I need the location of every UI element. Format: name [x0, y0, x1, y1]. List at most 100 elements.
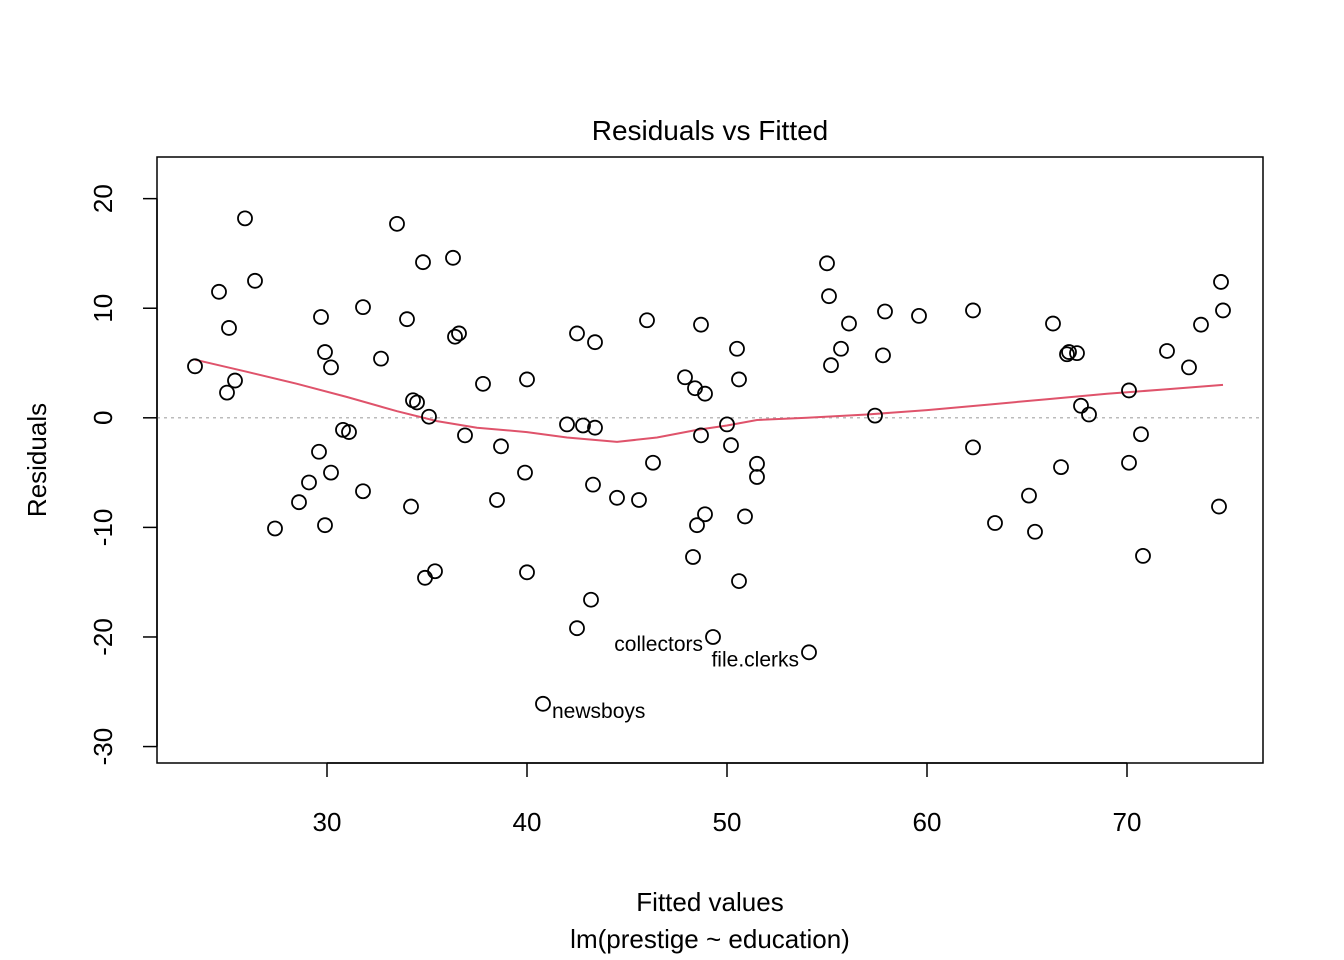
- data-point: [823, 357, 839, 374]
- data-point: [323, 464, 339, 481]
- data-point: [875, 347, 891, 364]
- data-point: [389, 215, 405, 232]
- data-point: [677, 369, 693, 386]
- data-point: [1073, 397, 1089, 414]
- data-point: [323, 359, 339, 376]
- data-point: [833, 340, 849, 357]
- data-point: [519, 371, 535, 388]
- annotation-layer: collectors file.clerks newsboys: [552, 633, 799, 723]
- y-tick-label: 10: [88, 294, 118, 323]
- data-point: [583, 591, 599, 608]
- data-point: [417, 569, 433, 586]
- data-point: [569, 325, 585, 342]
- data-point: [355, 299, 371, 316]
- x-tick-label: 70: [1113, 807, 1142, 837]
- data-point: [877, 303, 893, 320]
- data-point: [685, 549, 701, 565]
- data-point: [705, 629, 721, 645]
- chart-title: Residuals vs Fitted: [592, 115, 829, 146]
- data-point: [1081, 406, 1097, 423]
- data-point: [211, 283, 227, 300]
- data-point: [219, 384, 235, 401]
- data-point: [1159, 343, 1175, 359]
- x-tick-label: 40: [513, 807, 542, 837]
- data-point: [1121, 454, 1137, 471]
- data-point: [399, 311, 415, 328]
- data-point: [737, 508, 753, 525]
- y-axis-label: Residuals: [22, 403, 52, 517]
- data-point: [457, 427, 473, 444]
- data-point: [587, 419, 603, 436]
- data-point: [1181, 359, 1197, 376]
- data-point: [313, 309, 329, 325]
- subtitle: lm(prestige ~ education): [570, 924, 850, 954]
- y-tick-label: 20: [88, 184, 118, 213]
- point-label: file.clerks: [711, 648, 799, 671]
- data-point: [517, 464, 533, 481]
- data-point: [221, 320, 237, 336]
- data-point: [587, 334, 603, 351]
- data-point: [415, 254, 431, 271]
- data-point: [427, 563, 443, 580]
- data-point: [693, 427, 709, 444]
- data-point: [731, 573, 747, 589]
- data-point: [719, 416, 735, 433]
- y-tick-label: -30: [88, 728, 118, 766]
- data-point: [821, 288, 837, 305]
- data-point: [301, 474, 317, 491]
- data-point: [403, 498, 419, 515]
- data-point: [317, 344, 333, 360]
- y-tick-label: 0: [88, 411, 118, 425]
- data-point: [819, 255, 835, 272]
- smooth-line: [194, 358, 1224, 443]
- data-point: [1053, 459, 1069, 476]
- data-point: [317, 517, 333, 534]
- data-point: [451, 325, 467, 342]
- data-point: [697, 385, 713, 402]
- data-point: [519, 564, 535, 581]
- data-point: [1027, 523, 1043, 540]
- data-point: [311, 443, 327, 460]
- data-point: [575, 417, 591, 434]
- data-point: [247, 272, 263, 289]
- points-layer: [187, 210, 1231, 712]
- point-label: newsboys: [552, 700, 645, 723]
- x-tick-label: 30: [313, 807, 342, 837]
- y-tick-label: -20: [88, 618, 118, 656]
- data-point: [569, 620, 585, 637]
- data-point: [1069, 345, 1085, 362]
- data-point: [697, 506, 713, 523]
- data-point: [445, 249, 461, 266]
- data-point: [965, 302, 981, 319]
- x-axis: 30 40 50 60 70: [313, 762, 1142, 837]
- data-point: [421, 408, 437, 425]
- data-point: [1133, 426, 1149, 443]
- data-point: [867, 407, 883, 424]
- data-point: [965, 439, 981, 456]
- y-tick-label: -10: [88, 509, 118, 547]
- point-label: collectors: [614, 633, 703, 656]
- data-point: [609, 489, 625, 506]
- data-point: [723, 437, 739, 454]
- data-point: [559, 416, 575, 433]
- data-point: [373, 350, 389, 367]
- data-point: [1215, 302, 1231, 319]
- data-point: [841, 315, 857, 332]
- data-point: [585, 476, 601, 493]
- data-point: [1059, 346, 1075, 363]
- data-point: [535, 695, 551, 712]
- data-point: [227, 372, 243, 389]
- smooth-line-layer: [194, 358, 1224, 443]
- data-point: [729, 340, 745, 357]
- data-point: [267, 520, 283, 537]
- data-point: [749, 455, 765, 472]
- data-point: [475, 375, 491, 392]
- data-point: [987, 515, 1003, 531]
- plot-frame: [156, 156, 1264, 764]
- data-point: [1135, 547, 1151, 564]
- data-point: [1121, 382, 1137, 399]
- data-point: [237, 210, 253, 227]
- data-point: [355, 483, 371, 500]
- data-point: [645, 454, 661, 471]
